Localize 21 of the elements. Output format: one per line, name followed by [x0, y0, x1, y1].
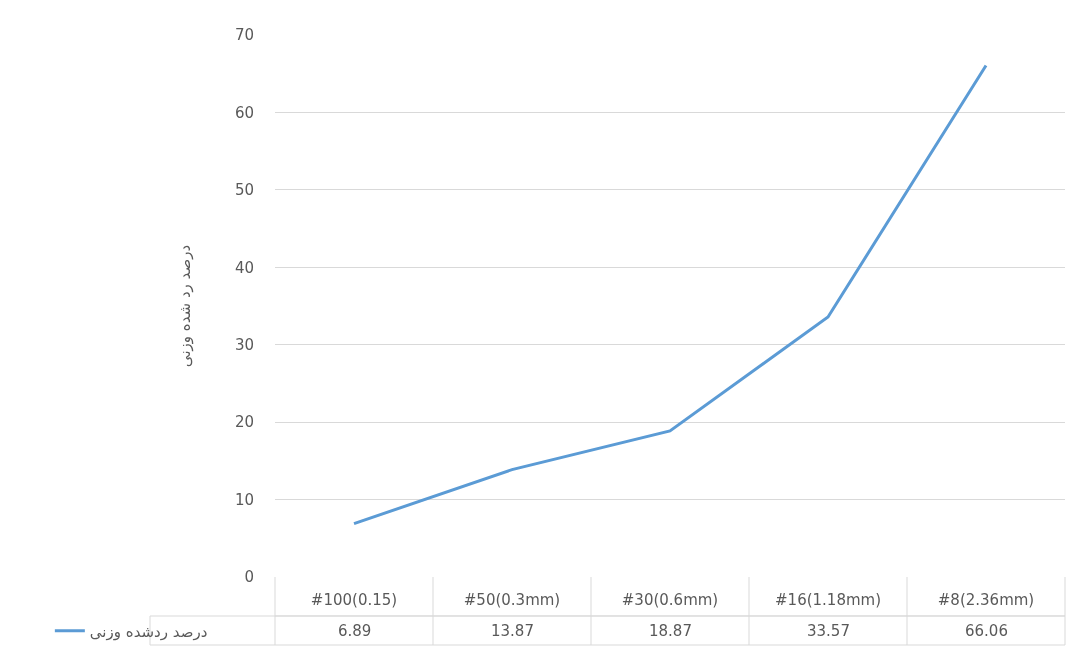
y-tick-label: 50	[234, 181, 254, 200]
y-tick-label: 60	[234, 103, 254, 122]
x-tick-label: #8(2.36mm)	[937, 591, 1035, 609]
y-tick-label: 40	[234, 258, 254, 277]
x-tick-label: #100(0.15)	[310, 591, 398, 609]
y-axis-title: درصد رد شده وزنی	[176, 244, 195, 368]
y-tick-label: 30	[234, 335, 254, 354]
data-label: 66.06	[965, 622, 1008, 640]
y-tick-label: 10	[234, 490, 254, 509]
data-label: 18.87	[649, 622, 692, 640]
x-tick-label: #16(1.18mm)	[775, 591, 881, 609]
data-label: 33.57	[807, 622, 850, 640]
x-tick-label: #30(0.6mm)	[621, 591, 719, 609]
data-label: 6.89	[338, 622, 372, 640]
line-series	[352, 64, 988, 526]
y-tick-label: 0	[244, 568, 254, 587]
data-label: 13.87	[491, 622, 534, 640]
x-tick-label: #50(0.3mm)	[463, 591, 561, 609]
y-tick-label: 20	[234, 413, 254, 432]
y-tick-label: 70	[234, 26, 254, 45]
legend-label: درصد ردشده وزنی	[89, 622, 208, 641]
